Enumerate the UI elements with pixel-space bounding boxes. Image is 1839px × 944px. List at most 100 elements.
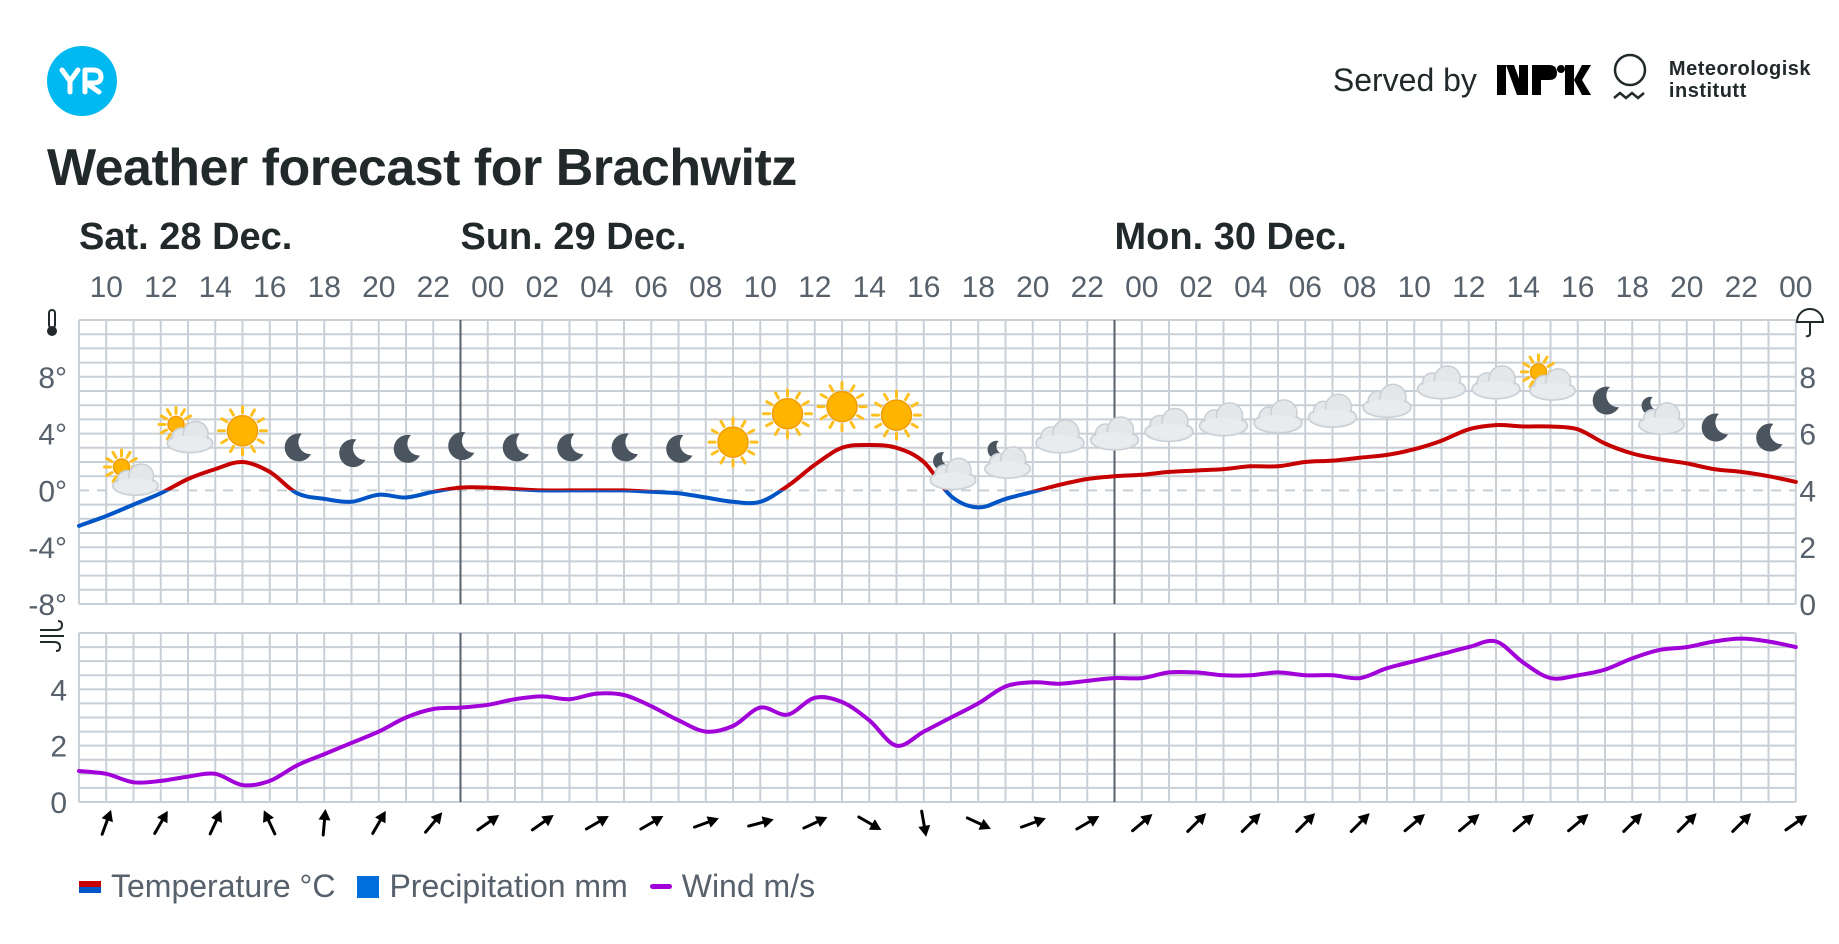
sun-ray <box>856 414 865 421</box>
sun-ray <box>1522 361 1531 368</box>
wind-arrow-head <box>211 810 222 823</box>
wind-arrow-head <box>1086 816 1100 827</box>
hour-label: 22 <box>1725 271 1758 304</box>
weather-symbol-cloudy <box>1035 419 1085 454</box>
wind-icon <box>40 620 64 652</box>
sun-ray <box>250 444 256 454</box>
wind-arrow <box>1075 816 1100 831</box>
sun-disc <box>826 390 858 423</box>
day-label: Mon. 30 Dec. <box>1115 216 1347 258</box>
wind-arrow <box>584 816 609 831</box>
weather-symbol-cloudy <box>1198 402 1249 437</box>
sun-ray <box>710 449 719 456</box>
sun-ray <box>719 419 726 429</box>
wind-arrow-head <box>430 812 443 825</box>
wind-arrow <box>1403 814 1425 833</box>
wind-arrow <box>1512 814 1534 833</box>
sun-ray <box>883 429 889 438</box>
wind-arrow <box>208 810 222 836</box>
weather-symbol-clear-day <box>816 381 868 433</box>
hour-label: 06 <box>1289 271 1322 304</box>
wind-arrow-head <box>868 819 882 830</box>
yr-logo[interactable] <box>47 46 117 116</box>
cloud-shape <box>983 446 1032 479</box>
wind-arrow-head <box>1033 816 1046 828</box>
sun-ray <box>904 429 910 438</box>
cloud-shape <box>1089 416 1140 451</box>
moon-shape <box>1592 386 1619 415</box>
wind-tick-label: 0 <box>50 787 67 820</box>
legend-item-precipitation: Precipitation mm <box>357 868 628 905</box>
sun-ray <box>904 392 910 402</box>
sun-ray <box>180 408 186 417</box>
weather-symbol-partly-cloudy-night <box>983 440 1032 479</box>
moon-shape <box>1701 413 1728 442</box>
wind-arrow-head <box>375 810 386 824</box>
weather-symbol-clear-night <box>1701 413 1728 442</box>
sun-ray <box>250 408 256 417</box>
sun-ray <box>747 449 756 456</box>
moon-shape <box>1756 423 1783 452</box>
thermometer-icon <box>47 309 57 336</box>
moon-shape <box>611 433 638 462</box>
weather-symbol-clear-night <box>393 434 420 463</box>
sun-ray <box>184 414 193 421</box>
sun-ray <box>747 428 756 435</box>
sun-ray <box>105 457 114 464</box>
wind-arrow <box>424 812 443 834</box>
wind-arrow-head <box>1521 814 1534 826</box>
sun-ray <box>220 438 229 445</box>
weather-symbol-clear-night <box>502 433 529 462</box>
weather-symbol-clear-day <box>871 389 922 441</box>
cloud-shape <box>1362 383 1412 419</box>
sun-ray <box>166 432 172 441</box>
precip-tick-label: 4 <box>1799 475 1816 508</box>
hour-label: 04 <box>1234 271 1267 304</box>
weather-symbol-clear-day <box>707 416 759 468</box>
day-label: Sun. 29 Dec. <box>461 216 687 258</box>
sun-ray <box>910 401 919 408</box>
wind-tick-label: 4 <box>50 674 67 707</box>
sun-ray <box>1528 379 1535 389</box>
weather-symbol-clear-night <box>339 439 366 468</box>
wind-arrow-head <box>101 809 113 823</box>
cloud-fill <box>1310 409 1355 426</box>
hour-label: 00 <box>1779 271 1812 304</box>
hour-label: 22 <box>417 271 450 304</box>
wind-arrow-head <box>650 816 664 827</box>
wind-arrow-head <box>1412 814 1425 826</box>
wind-arrow <box>1731 813 1752 833</box>
hour-label: 14 <box>853 271 886 304</box>
sun-ray <box>801 400 810 407</box>
sun-ray <box>910 422 919 429</box>
precip-tick-label: 6 <box>1799 419 1816 452</box>
hour-label: 10 <box>744 271 777 304</box>
wind-arrow-head <box>706 816 719 828</box>
hour-label: 12 <box>1452 271 1485 304</box>
hour-label: 00 <box>471 271 504 304</box>
wind-arrow <box>476 814 500 832</box>
page-title: Weather forecast for Brachwitz <box>47 139 797 197</box>
hour-label: 18 <box>308 271 341 304</box>
wind-arrow <box>1349 813 1370 833</box>
umbrella-canopy <box>1795 308 1825 323</box>
sun-ray <box>1542 355 1549 364</box>
hour-label: 02 <box>1180 271 1213 304</box>
sun-ray <box>105 471 114 478</box>
cloud-fill <box>114 478 157 494</box>
hour-label: 22 <box>1071 271 1104 304</box>
wind-arrow <box>1458 814 1480 833</box>
weather-symbol-cloudy <box>1144 407 1194 443</box>
wind-arrow-head <box>1303 813 1316 826</box>
sun-ray <box>795 427 801 437</box>
nrk-logo[interactable] <box>1496 63 1591 97</box>
umbrella-icon <box>1795 308 1825 338</box>
met-logo-text[interactable]: Meteorologisk institutt <box>1669 58 1811 102</box>
hour-label: 16 <box>907 271 940 304</box>
hour-label: 20 <box>1670 271 1703 304</box>
cloud-fill <box>1092 432 1137 449</box>
wind-arrow <box>371 810 386 835</box>
sun-ray <box>1522 375 1531 382</box>
thermometer-stem <box>48 309 56 329</box>
